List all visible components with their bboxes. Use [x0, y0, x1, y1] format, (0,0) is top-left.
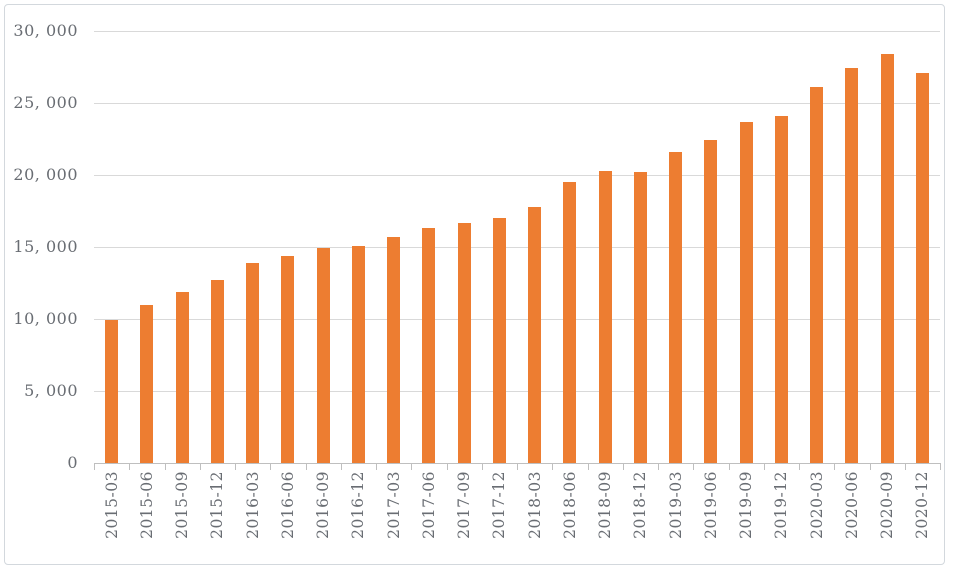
- axis-tick-mark: [622, 463, 624, 470]
- x-tick-label: 2016-03: [243, 471, 262, 539]
- axis-tick-mark: [834, 463, 836, 470]
- gridline: [94, 175, 940, 176]
- gridline: [94, 391, 940, 392]
- bar-2020-12: [915, 72, 929, 463]
- axis-tick-mark: [235, 463, 236, 470]
- x-tick-label: 2016-06: [278, 471, 297, 539]
- bar-2019-03: [669, 151, 683, 463]
- axis-tick-mark: [587, 463, 589, 470]
- bar-2016-12: [351, 245, 365, 463]
- axis-tick-mark: [446, 463, 448, 470]
- x-tick-label: 2016-09: [314, 471, 333, 539]
- axis-tick-mark: [693, 463, 695, 470]
- bar-2015-03: [105, 320, 119, 463]
- axis-tick-mark: [728, 463, 730, 470]
- axis-tick-mark: [164, 463, 166, 470]
- bar-2019-09: [739, 121, 753, 463]
- x-tick-label: 2020-06: [842, 471, 861, 539]
- axis-tick-mark: [799, 463, 800, 470]
- axis-tick-mark: [340, 463, 342, 470]
- x-tick-label: 2017-09: [455, 471, 474, 539]
- bar-2017-03: [387, 236, 401, 463]
- bar-2018-03: [528, 206, 542, 463]
- bar-2020-06: [845, 68, 859, 463]
- bar-2015-12: [210, 280, 224, 463]
- x-tick-label: 2018-09: [596, 471, 615, 539]
- axis-tick-mark: [129, 463, 131, 470]
- gridline: [94, 319, 940, 320]
- axis-tick-mark: [517, 463, 518, 470]
- x-tick-label: 2019-06: [701, 471, 720, 539]
- x-tick-label: 2020-12: [913, 471, 932, 539]
- y-tick-label: 30, 000: [13, 21, 78, 40]
- x-tick-label: 2016-12: [349, 471, 368, 539]
- bar-2015-09: [175, 291, 189, 463]
- x-tick-label: 2018-06: [560, 471, 579, 539]
- bar-2017-06: [422, 228, 436, 463]
- bar-2018-09: [598, 170, 612, 463]
- axis-tick-mark: [376, 463, 377, 470]
- x-tick-label: 2020-09: [878, 471, 897, 539]
- x-tick-label: 2015-12: [208, 471, 227, 539]
- bar-2018-06: [563, 182, 577, 463]
- axis-tick-mark: [658, 463, 659, 470]
- x-tick-label: 2019-03: [666, 471, 685, 539]
- axis-tick-mark: [94, 463, 95, 470]
- bar-2020-03: [810, 87, 824, 463]
- x-tick-label: 2020-03: [807, 471, 826, 539]
- y-tick-label: 10, 000: [13, 309, 78, 328]
- bar-2020-09: [880, 54, 894, 463]
- bar-2019-06: [704, 140, 718, 463]
- gridline: [94, 247, 940, 248]
- axis-tick-mark: [199, 463, 201, 470]
- bar-2016-06: [281, 255, 295, 463]
- y-tick-label: 20, 000: [13, 165, 78, 184]
- x-tick-label: 2017-03: [384, 471, 403, 539]
- axis-tick-mark: [552, 463, 554, 470]
- axis-tick-mark: [940, 463, 941, 470]
- axis-tick-mark: [763, 463, 765, 470]
- bar-2018-12: [633, 172, 647, 463]
- axis-tick-mark: [305, 463, 307, 470]
- bar-2017-09: [457, 222, 471, 463]
- axis-tick-mark: [904, 463, 906, 470]
- y-tick-label: 25, 000: [13, 93, 78, 112]
- x-tick-label: 2015-03: [102, 471, 121, 539]
- x-tick-label: 2018-03: [525, 471, 544, 539]
- x-tick-label: 2017-12: [490, 471, 509, 539]
- bar-2017-12: [492, 218, 506, 463]
- x-tick-label: 2015-06: [137, 471, 156, 539]
- gridline: [94, 103, 940, 104]
- axis-tick-mark: [869, 463, 871, 470]
- y-tick-label: 15, 000: [13, 237, 78, 256]
- y-tick-label: 5, 000: [24, 381, 78, 400]
- bar-2016-03: [246, 262, 260, 463]
- gridline: [94, 31, 940, 32]
- axis-tick-mark: [270, 463, 272, 470]
- x-tick-label: 2017-06: [419, 471, 438, 539]
- bar-2015-06: [140, 304, 154, 463]
- x-tick-label: 2019-09: [737, 471, 756, 539]
- x-tick-label: 2015-09: [173, 471, 192, 539]
- x-tick-label: 2019-12: [772, 471, 791, 539]
- bar-2016-09: [316, 248, 330, 463]
- y-tick-label: 0: [67, 453, 78, 472]
- axis-tick-mark: [411, 463, 413, 470]
- chart-frame: [4, 4, 945, 565]
- x-tick-label: 2018-12: [631, 471, 650, 539]
- axis-tick-mark: [481, 463, 483, 470]
- bar-2019-12: [774, 115, 788, 463]
